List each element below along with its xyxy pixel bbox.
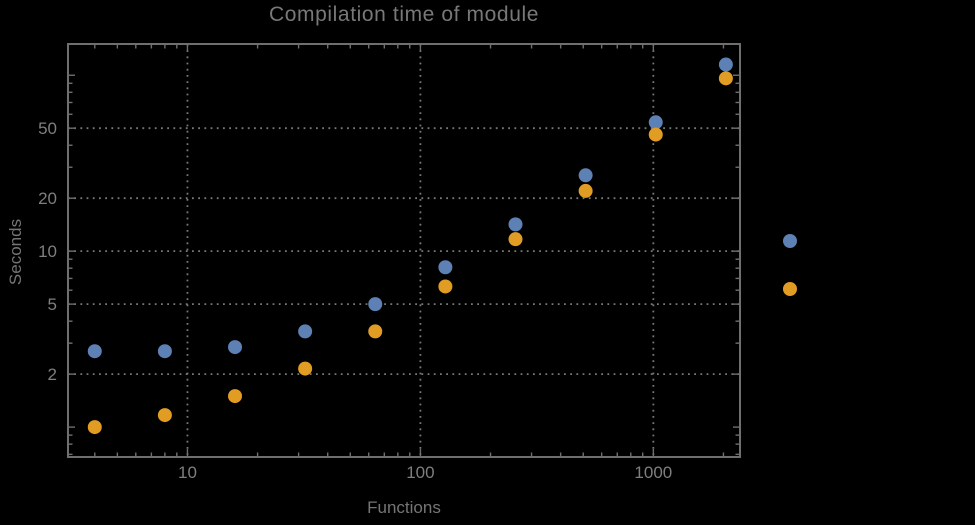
y-tick-label-10: 10 <box>38 242 57 261</box>
point-orange-x1024 <box>648 127 663 142</box>
point-orange-x32 <box>298 361 313 376</box>
point-blue-x4 <box>87 344 102 359</box>
point-orange-x2048 <box>718 71 733 86</box>
point-blue-x2048 <box>718 57 733 72</box>
point-orange-x4 <box>87 420 102 435</box>
y-tick-label-5: 5 <box>48 295 57 314</box>
point-blue-x256 <box>508 217 523 232</box>
point-orange-x128 <box>438 279 453 294</box>
x-tick-label-1000: 1000 <box>634 463 672 482</box>
point-blue-x16 <box>228 340 243 355</box>
point-blue-x8 <box>157 344 172 359</box>
legend-marker-orange <box>783 282 797 296</box>
point-blue-x32 <box>298 324 313 339</box>
x-tick-label-10: 10 <box>178 463 197 482</box>
point-orange-x8 <box>157 408 172 423</box>
x-axis-label: Functions <box>367 498 441 517</box>
point-blue-x1024 <box>648 115 663 130</box>
point-blue-x64 <box>368 297 383 312</box>
y-tick-label-2: 2 <box>48 365 57 384</box>
point-orange-x16 <box>228 389 243 404</box>
legend-marker-blue <box>783 234 797 248</box>
point-orange-x64 <box>368 324 383 339</box>
point-blue-x128 <box>438 260 453 275</box>
point-blue-x512 <box>578 168 593 183</box>
y-tick-label-50: 50 <box>38 119 57 138</box>
plot-title: Compilation time of module <box>268 3 540 26</box>
point-orange-x512 <box>578 183 593 198</box>
x-tick-label-100: 100 <box>406 463 434 482</box>
y-tick-label-20: 20 <box>38 189 57 208</box>
point-orange-x256 <box>508 232 523 247</box>
